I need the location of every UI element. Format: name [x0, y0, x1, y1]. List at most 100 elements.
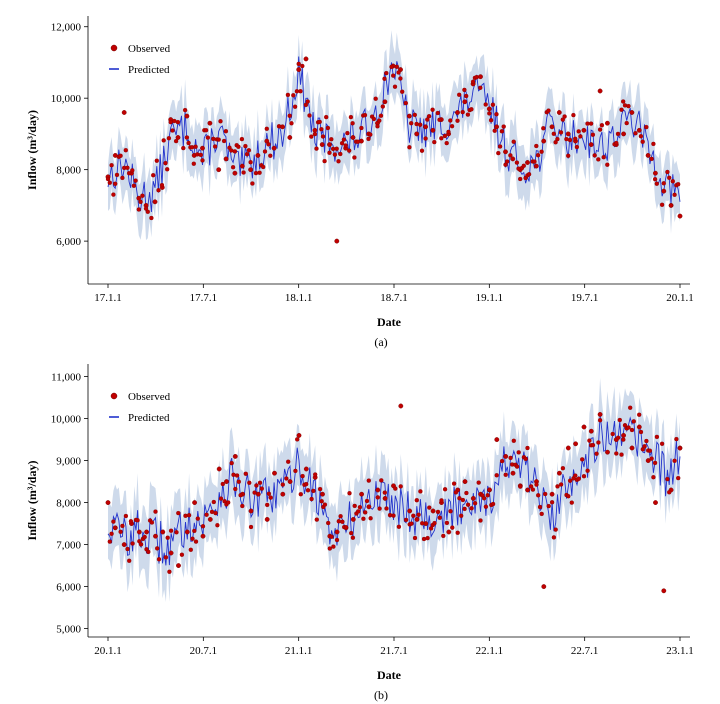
observed-point	[389, 64, 394, 70]
observed-point	[331, 544, 336, 549]
observed-point	[553, 527, 558, 532]
observed-point	[296, 433, 302, 438]
observed-point	[453, 490, 459, 495]
prediction-band	[108, 30, 680, 241]
observed-point	[105, 176, 111, 182]
observed-point	[492, 128, 497, 133]
observed-point	[564, 136, 569, 142]
observed-point	[252, 490, 257, 495]
observed-point	[617, 417, 622, 423]
y-tick-label: 8,000	[56, 498, 81, 510]
observed-point	[130, 541, 135, 546]
observed-point	[412, 112, 417, 118]
observed-point	[626, 425, 631, 430]
observed-point	[621, 437, 626, 442]
observed-point	[448, 509, 453, 514]
observed-point	[145, 209, 150, 214]
observed-point	[411, 513, 416, 518]
observed-point	[569, 500, 574, 505]
observed-point	[425, 117, 430, 122]
observed-point	[136, 529, 142, 535]
observed-point	[525, 160, 530, 165]
observed-point	[146, 549, 151, 555]
observed-point	[536, 493, 541, 498]
observed-point	[384, 506, 389, 511]
observed-point	[193, 539, 199, 544]
y-tick-label: 5,000	[56, 624, 81, 636]
observed-point	[136, 195, 142, 201]
observed-point	[230, 165, 236, 170]
observed-point	[578, 134, 583, 139]
observed-point	[503, 454, 509, 459]
observed-point	[407, 145, 412, 150]
observed-point	[319, 499, 324, 504]
observed-point	[109, 163, 114, 168]
observed-point	[255, 491, 261, 497]
observed-point	[430, 508, 436, 514]
observed-point	[496, 150, 501, 156]
observed-point	[168, 528, 174, 533]
observed-point	[494, 112, 499, 117]
observed-point	[138, 199, 143, 205]
observed-point	[624, 120, 629, 126]
observed-point	[470, 79, 476, 84]
x-tick-label: 17.1.1	[94, 292, 122, 304]
observed-point	[236, 479, 241, 484]
observed-point	[168, 119, 173, 125]
observed-point	[674, 436, 679, 442]
observed-point	[592, 153, 597, 158]
chart-b-svg: 5,000 6,000 7,000 8,000 9,000 10,000 11,000 20.…	[25, 364, 694, 702]
observed-point	[193, 144, 198, 149]
observed-point	[329, 534, 334, 539]
observed-point	[184, 529, 190, 535]
observed-point	[499, 458, 505, 464]
observed-point	[532, 159, 537, 164]
observed-point	[113, 525, 118, 531]
observed-point	[248, 160, 253, 165]
observed-point	[303, 102, 309, 108]
observed-point	[546, 503, 551, 509]
observed-point	[382, 76, 387, 81]
observed-point	[329, 137, 334, 142]
observed-point	[629, 427, 635, 433]
observed-point	[325, 125, 331, 131]
observed-point	[588, 121, 594, 126]
y-tick-label: 10,000	[51, 414, 82, 426]
observed-point	[645, 152, 651, 158]
observed-point	[266, 491, 272, 496]
observed-point	[518, 176, 523, 182]
observed-point	[677, 213, 683, 219]
observed-point	[271, 145, 277, 151]
observed-point	[347, 148, 352, 153]
observed-point	[428, 526, 434, 531]
observed-point	[121, 110, 127, 115]
observed-point	[594, 451, 599, 456]
y-tick-label: 12,000	[51, 22, 82, 34]
observed-point	[284, 476, 289, 481]
observed-point	[464, 93, 469, 99]
observed-point	[347, 491, 352, 496]
observed-point	[179, 552, 185, 557]
observed-point	[243, 471, 248, 476]
observed-point	[153, 509, 158, 514]
observed-point	[588, 142, 594, 148]
observed-point	[121, 542, 127, 548]
observed-point	[459, 513, 464, 518]
observed-point	[672, 192, 677, 197]
observed-point	[324, 114, 329, 120]
observed-point	[368, 132, 373, 137]
observed-point	[580, 457, 585, 462]
observed-point	[631, 419, 636, 424]
observed-point	[159, 182, 165, 188]
observed-point	[123, 513, 129, 519]
observed-point	[366, 136, 371, 142]
observed-point	[326, 520, 331, 526]
observed-point	[425, 535, 430, 541]
observed-point	[120, 175, 125, 181]
observed-point	[640, 139, 645, 144]
observed-point	[238, 493, 243, 498]
observed-point	[109, 531, 114, 536]
observed-point	[560, 466, 566, 471]
observed-point	[244, 152, 250, 157]
observed-point	[241, 170, 246, 175]
